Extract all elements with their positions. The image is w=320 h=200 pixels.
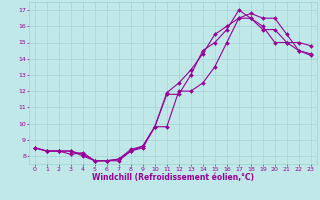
X-axis label: Windchill (Refroidissement éolien,°C): Windchill (Refroidissement éolien,°C) <box>92 173 254 182</box>
